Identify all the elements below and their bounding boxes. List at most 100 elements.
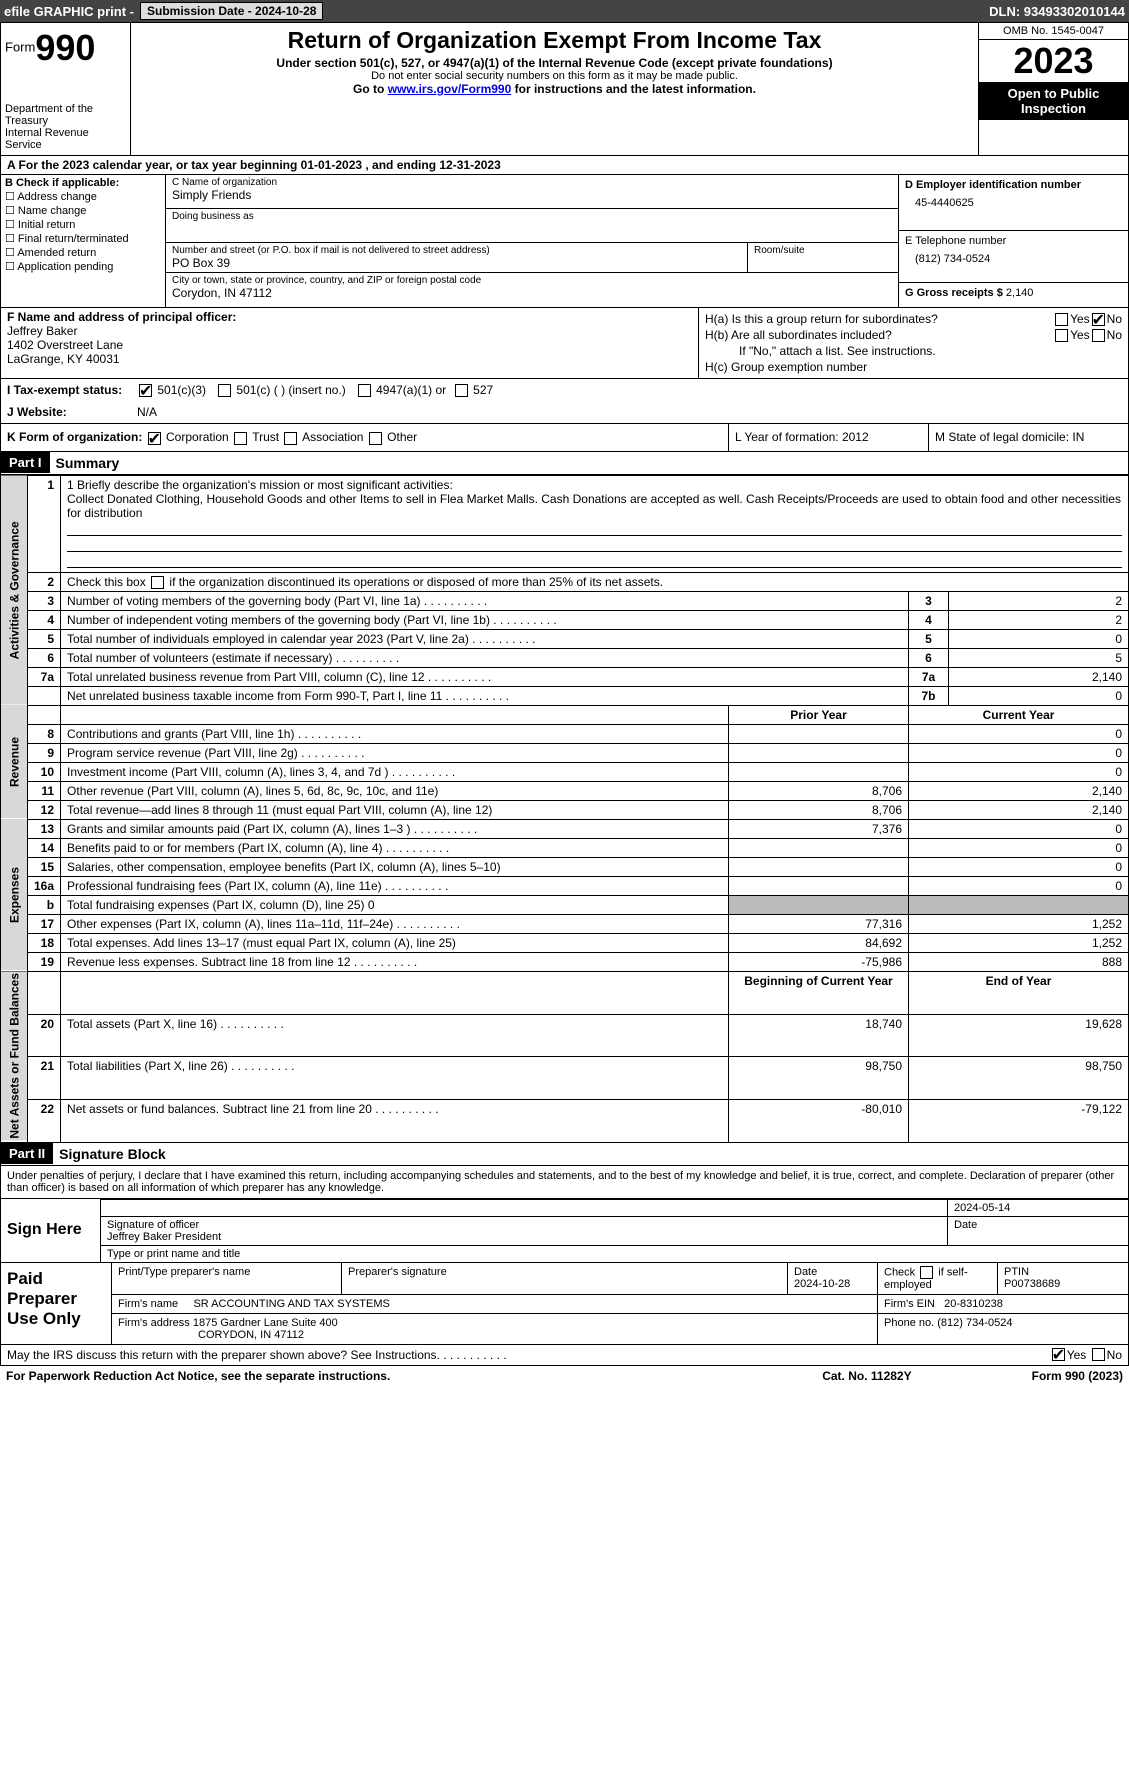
- top-bar: efile GRAPHIC print - Submission Date - …: [0, 0, 1129, 22]
- box-b-title: B Check if applicable:: [5, 177, 119, 189]
- hb-no-checkbox[interactable]: [1092, 329, 1105, 342]
- phone-label: E Telephone number: [905, 235, 1006, 247]
- may-yes-checkbox[interactable]: [1052, 1348, 1065, 1361]
- q2: if the organization discontinued its ope…: [166, 575, 663, 589]
- q18: Total expenses. Add lines 13–17 (must eq…: [61, 933, 729, 952]
- submission-date-button[interactable]: Submission Date - 2024-10-28: [140, 2, 323, 20]
- sig-date-lbl: Date: [954, 1219, 977, 1231]
- q11: Other revenue (Part VIII, column (A), li…: [61, 781, 729, 800]
- row-j: J Website: N/A: [0, 401, 1129, 424]
- footer-cat: Cat. No. 11282Y: [822, 1369, 911, 1383]
- side-revenue: Revenue: [1, 705, 28, 819]
- hb-note: If "No," attach a list. See instructions…: [705, 344, 1122, 358]
- v7a: 2,140: [949, 667, 1129, 686]
- hdr-prior: Prior Year: [729, 705, 909, 724]
- officer-addr1: 1402 Overstreet Lane: [7, 338, 123, 352]
- q4: Number of independent voting members of …: [61, 610, 909, 629]
- signature-block: Under penalties of perjury, I declare th…: [0, 1166, 1129, 1345]
- firm-ein: 20-8310238: [944, 1298, 1003, 1310]
- ha-label: H(a) Is this a group return for subordin…: [705, 312, 1053, 326]
- website-label: J Website:: [7, 405, 67, 419]
- part2-title: Signature Block: [53, 1143, 172, 1165]
- dln-label: DLN: 93493302010144: [989, 4, 1125, 19]
- side-expenses: Expenses: [1, 819, 28, 971]
- state-domicile: M State of legal domicile: IN: [928, 424, 1128, 450]
- hb-yes-checkbox[interactable]: [1055, 329, 1068, 342]
- q15: Salaries, other compensation, employee b…: [61, 857, 729, 876]
- form-title: Return of Organization Exempt From Incom…: [135, 27, 974, 54]
- q17: Other expenses (Part IX, column (A), lin…: [61, 914, 729, 933]
- chk-trust[interactable]: [234, 432, 247, 445]
- prep-name-lbl: Print/Type preparer's name: [112, 1263, 342, 1294]
- efile-label: efile GRAPHIC print -: [4, 4, 134, 19]
- chk-app-pending[interactable]: ☐ Application pending: [5, 260, 161, 273]
- chk-corporation[interactable]: [148, 432, 161, 445]
- part2-header: Part II Signature Block: [0, 1143, 1129, 1166]
- form-subtitle-1: Under section 501(c), 527, or 4947(a)(1)…: [135, 56, 974, 70]
- summary-table: Activities & Governance 1 1 Briefly desc…: [0, 475, 1129, 1143]
- chk-final-return[interactable]: ☐ Final return/terminated: [5, 232, 161, 245]
- ptin: P00738689: [1004, 1278, 1060, 1290]
- ha-yes-checkbox[interactable]: [1055, 313, 1068, 326]
- hdr-beg: Beginning of Current Year: [729, 971, 909, 1014]
- chk-name-change[interactable]: ☐ Name change: [5, 204, 161, 217]
- v6: 5: [949, 648, 1129, 667]
- sig-date-value: 2024-05-14: [948, 1200, 1128, 1216]
- footer-left: For Paperwork Reduction Act Notice, see …: [6, 1369, 822, 1383]
- part1-num: Part I: [1, 452, 50, 473]
- officer-name: Jeffrey Baker: [7, 324, 77, 338]
- addr-value: PO Box 39: [172, 256, 741, 270]
- q1-value: Collect Donated Clothing, Household Good…: [67, 492, 1121, 520]
- officer-addr2: LaGrange, KY 40031: [7, 352, 120, 366]
- part1-header: Part I Summary: [0, 452, 1129, 475]
- irs-link[interactable]: www.irs.gov/Form990: [388, 82, 512, 96]
- chk-501c3[interactable]: [139, 384, 152, 397]
- form-number: 990: [35, 27, 95, 68]
- q13: Grants and similar amounts paid (Part IX…: [61, 819, 729, 838]
- chk-4947[interactable]: [358, 384, 371, 397]
- phone-value: (812) 734-0524: [905, 247, 1122, 265]
- sig-officer-lbl: Signature of officer: [107, 1219, 199, 1231]
- q14: Benefits paid to or for members (Part IX…: [61, 838, 729, 857]
- row-k: K Form of organization: Corporation Trus…: [0, 424, 1129, 451]
- may-discuss-text: May the IRS discuss this return with the…: [7, 1348, 1050, 1362]
- chk-amended-return[interactable]: ☐ Amended return: [5, 246, 161, 259]
- row-i: I Tax-exempt status: 501(c)(3) 501(c) ( …: [0, 379, 1129, 401]
- chk-discontinued[interactable]: [151, 576, 164, 589]
- chk-address-change[interactable]: ☐ Address change: [5, 190, 161, 203]
- v5: 0: [949, 629, 1129, 648]
- chk-501c[interactable]: [218, 384, 231, 397]
- sig-name-title: Jeffrey Baker President: [107, 1231, 221, 1243]
- form-subtitle-3: Go to www.irs.gov/Form990 for instructio…: [135, 82, 974, 96]
- addr-label: Number and street (or P.O. box if mail i…: [172, 245, 741, 256]
- org-name-label: C Name of organization: [172, 177, 892, 188]
- chk-other[interactable]: [369, 432, 382, 445]
- firm-phone: (812) 734-0524: [937, 1317, 1012, 1329]
- chk-527[interactable]: [455, 384, 468, 397]
- year-formation: L Year of formation: 2012: [728, 424, 928, 450]
- hb-label: H(b) Are all subordinates included?: [705, 328, 1053, 342]
- q7b: Net unrelated business taxable income fr…: [61, 686, 909, 705]
- part2-num: Part II: [1, 1143, 53, 1164]
- chk-association[interactable]: [284, 432, 297, 445]
- q12: Total revenue—add lines 8 through 11 (mu…: [61, 800, 729, 819]
- q16b: Total fundraising expenses (Part IX, col…: [61, 895, 729, 914]
- v3: 2: [949, 591, 1129, 610]
- city-value: Corydon, IN 47112: [172, 286, 892, 300]
- q5: Total number of individuals employed in …: [61, 629, 909, 648]
- chk-initial-return[interactable]: ☐ Initial return: [5, 218, 161, 231]
- sig-intro: Under penalties of perjury, I declare th…: [1, 1166, 1128, 1198]
- q3: Number of voting members of the governin…: [61, 591, 909, 610]
- ein-value: 45-4440625: [905, 191, 1122, 209]
- hdr-end: End of Year: [909, 971, 1129, 1014]
- sign-here-label: Sign Here: [1, 1199, 101, 1262]
- ein-label: D Employer identification number: [905, 179, 1081, 191]
- block-bcdeg: B Check if applicable: ☐ Address change …: [0, 175, 1129, 308]
- ha-no-checkbox[interactable]: [1092, 313, 1105, 326]
- chk-self-employed[interactable]: [920, 1266, 933, 1279]
- website-value: N/A: [131, 401, 1128, 423]
- may-no-checkbox[interactable]: [1092, 1348, 1105, 1361]
- side-governance: Activities & Governance: [1, 475, 28, 705]
- firm-city: CORYDON, IN 47112: [118, 1329, 304, 1341]
- form-org-label: K Form of organization:: [7, 430, 142, 444]
